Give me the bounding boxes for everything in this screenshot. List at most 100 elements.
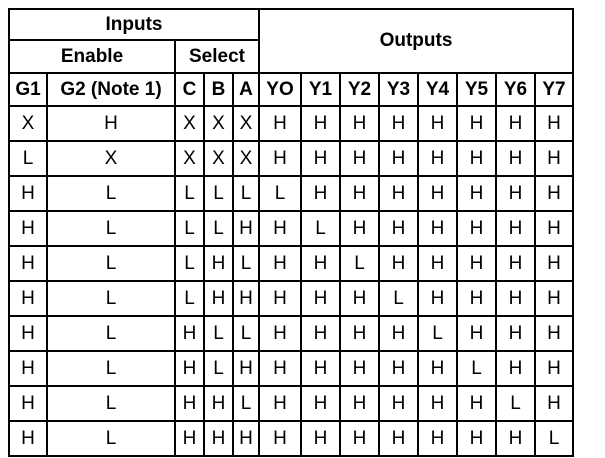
table-cell: H	[534, 350, 574, 387]
table-cell: H	[339, 420, 380, 457]
table-cell: L	[46, 175, 176, 212]
table-cell: H	[339, 105, 380, 142]
table-cell: H	[378, 105, 419, 142]
table-cell: H	[8, 420, 48, 457]
header-row-2: Enable Select	[8, 39, 573, 74]
table-cell: L	[203, 175, 234, 212]
table-cell: H	[456, 245, 497, 282]
table-cell: H	[534, 245, 574, 282]
table-cell: H	[300, 315, 341, 352]
table-cell: H	[534, 210, 574, 247]
column-header: Y3	[378, 72, 419, 107]
table-cell: H	[534, 175, 574, 212]
table-cell: X	[232, 105, 260, 142]
table-cell: H	[232, 420, 260, 457]
table-cell: H	[300, 140, 341, 177]
table-cell: H	[339, 350, 380, 387]
table-cell: L	[203, 210, 234, 247]
table-cell: L	[258, 175, 302, 212]
table-cell: L	[203, 350, 234, 387]
table-cell: H	[300, 105, 341, 142]
table-cell: H	[417, 350, 458, 387]
table-cell: H	[495, 175, 536, 212]
table-cell: H	[258, 420, 302, 457]
table-cell: L	[46, 280, 176, 317]
table-cell: H	[174, 385, 205, 422]
column-header: Y5	[456, 72, 497, 107]
column-header-row: G1 G2 (Note 1) C B A YO Y1 Y2 Y3 Y4 Y5 Y6 Y7	[8, 72, 574, 107]
table-cell: H	[232, 350, 260, 387]
table-cell: L	[174, 175, 205, 212]
table-cell: H	[456, 385, 497, 422]
table-cell: X	[174, 105, 205, 142]
table-cell: H	[339, 385, 380, 422]
table-cell: H	[378, 245, 419, 282]
column-header: Y7	[534, 72, 574, 107]
table-cell: H	[8, 210, 48, 247]
column-header: Y4	[417, 72, 458, 107]
table-cell: H	[378, 350, 419, 387]
table-cell: L	[174, 210, 205, 247]
table-cell: H	[378, 175, 419, 212]
table-cell: H	[300, 175, 341, 212]
column-header: G1	[8, 72, 48, 107]
table-cell: H	[495, 315, 536, 352]
truth-table: Inputs Outputs Enable Select G1 G2 (Note …	[8, 8, 574, 457]
table-cell: H	[495, 245, 536, 282]
table-cell: H	[203, 280, 234, 317]
select-header: Select	[174, 39, 260, 74]
table-cell: H	[300, 420, 341, 457]
table-cell: H	[300, 245, 341, 282]
table-cell: X	[8, 105, 48, 142]
table-cell: H	[378, 140, 419, 177]
table-cell: H	[417, 210, 458, 247]
table-cell: L	[46, 385, 176, 422]
table-cell: H	[258, 210, 302, 247]
column-header: A	[232, 72, 260, 107]
table-cell: H	[534, 280, 574, 317]
table-cell: H	[46, 105, 176, 142]
column-header: Y2	[339, 72, 380, 107]
table-cell: H	[417, 280, 458, 317]
table-cell: H	[174, 420, 205, 457]
table-cell: H	[417, 245, 458, 282]
column-header: Y6	[495, 72, 536, 107]
table-cell: H	[456, 315, 497, 352]
table-cell: L	[232, 385, 260, 422]
table-cell: L	[339, 245, 380, 282]
header-row-1: Inputs Outputs	[8, 8, 574, 74]
table-cell: L	[203, 315, 234, 352]
outputs-header: Outputs	[258, 8, 574, 74]
table-cell: H	[456, 105, 497, 142]
table-cell: H	[258, 385, 302, 422]
table-cell: H	[339, 280, 380, 317]
column-header: G2 (Note 1)	[46, 72, 176, 107]
table-cell: L	[417, 315, 458, 352]
table-cell: H	[8, 385, 48, 422]
table-cell: H	[534, 105, 574, 142]
table-cell: H	[417, 420, 458, 457]
table-cell: H	[300, 385, 341, 422]
table-cell: L	[8, 140, 48, 177]
table-cell: H	[258, 105, 302, 142]
table-cell: L	[174, 280, 205, 317]
table-cell: L	[232, 245, 260, 282]
table-cell: H	[456, 280, 497, 317]
table-cell: L	[300, 210, 341, 247]
truth-table-container: Inputs Outputs Enable Select G1 G2 (Note …	[8, 8, 574, 457]
column-header: C	[174, 72, 205, 107]
table-cell: L	[495, 385, 536, 422]
table-cell: X	[174, 140, 205, 177]
table-cell: H	[203, 245, 234, 282]
enable-header: Enable	[8, 39, 176, 74]
table-cell: H	[495, 105, 536, 142]
table-cell: X	[232, 140, 260, 177]
column-header: B	[203, 72, 234, 107]
table-cell: H	[232, 210, 260, 247]
